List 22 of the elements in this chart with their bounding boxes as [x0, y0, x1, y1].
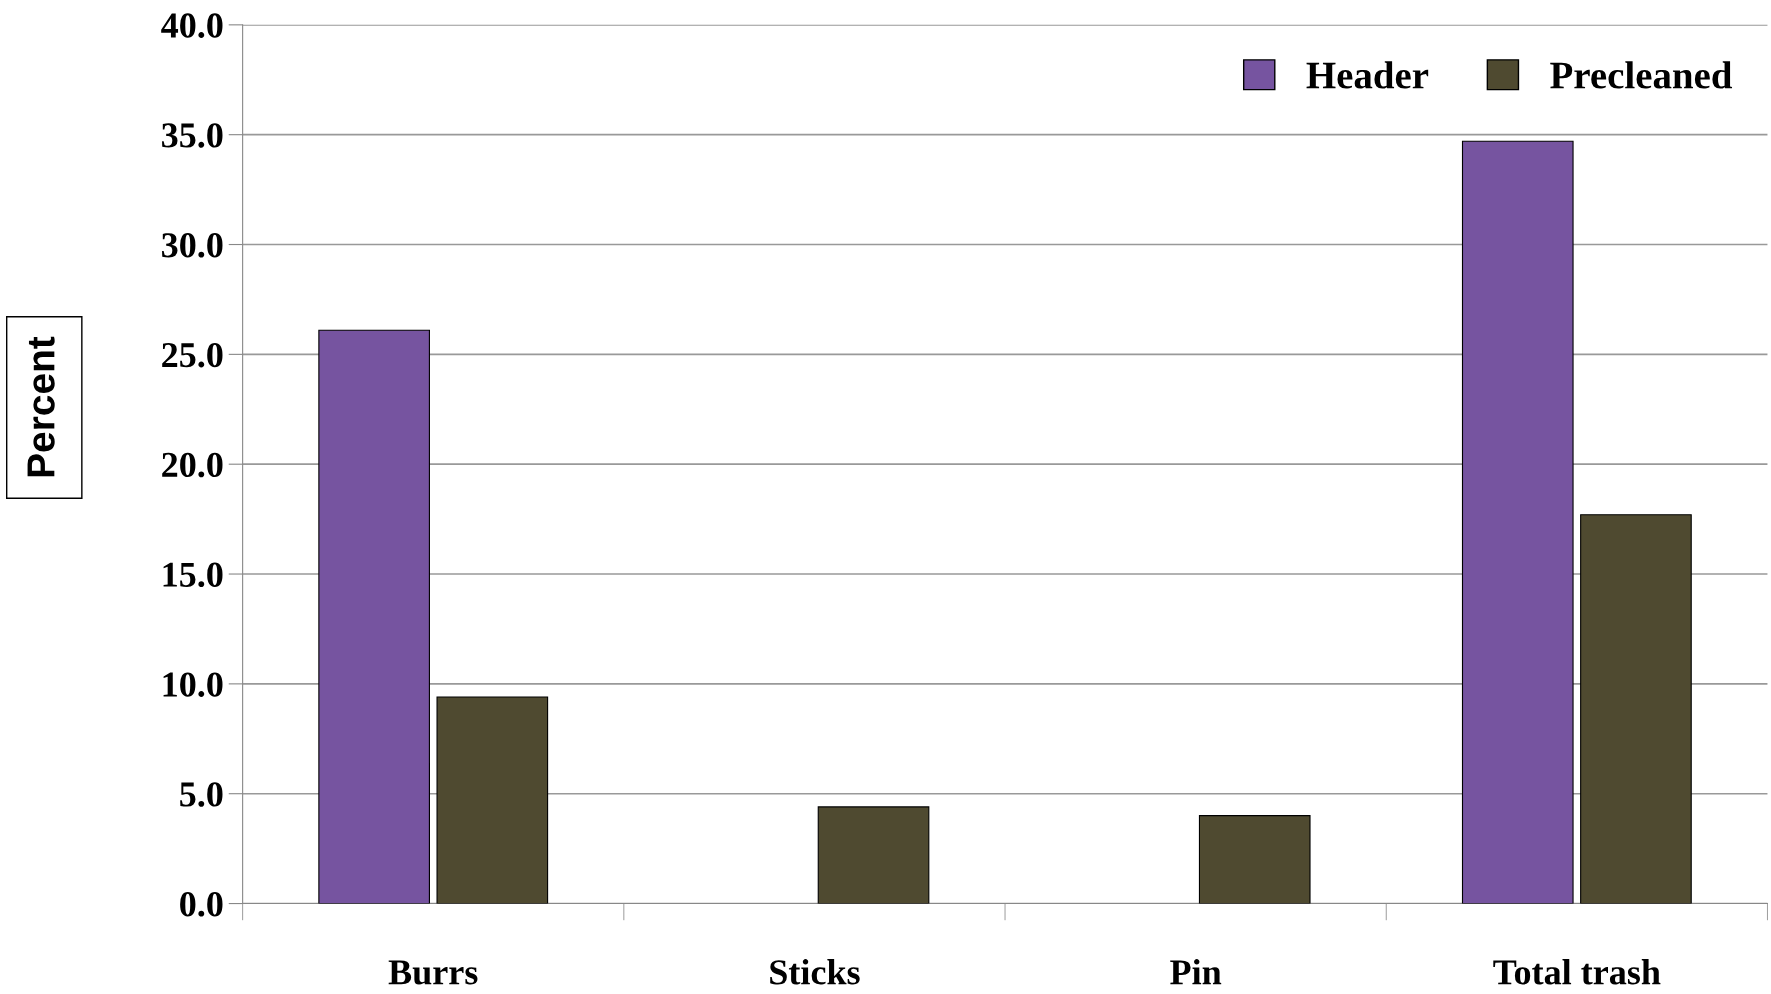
bar [318, 329, 430, 904]
y-tick-label: 10.0 [163, 672, 223, 697]
x-tick-label: Total trash [1493, 959, 1661, 985]
y-tick-label: 20.0 [162, 452, 223, 478]
x-tick-label: Burrs [388, 960, 478, 985]
legend-label: Header [1306, 61, 1429, 89]
y-tick-label: 35.0 [162, 123, 223, 148]
bar [1198, 815, 1311, 904]
x-tick-label: Pin [1170, 959, 1222, 985]
bar [436, 696, 549, 904]
bar [1580, 514, 1692, 904]
y-tick-label: 25.0 [162, 342, 223, 368]
x-tick-label: Sticks [770, 959, 860, 985]
y-tick-label: 5.0 [180, 782, 223, 807]
y-tick-label: 0.0 [180, 892, 223, 917]
bar [1461, 140, 1574, 904]
y-tick-label: 30.0 [162, 233, 223, 258]
legend-label: Precleaned [1550, 61, 1733, 89]
y-axis-title: Percent [27, 336, 55, 477]
bar [817, 806, 930, 904]
y-tick-label: 15.0 [163, 562, 223, 588]
y-tick-label: 40.0 [161, 13, 223, 38]
